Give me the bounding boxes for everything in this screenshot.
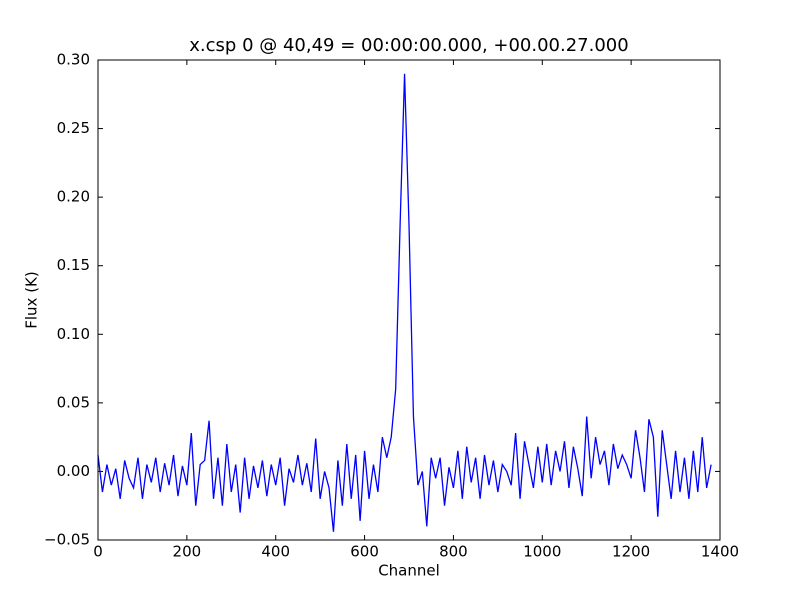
- chart-title: x.csp 0 @ 40,49 = 00:00:00.000, +00.00.2…: [189, 35, 628, 56]
- y-tick-label: 0.10: [57, 325, 90, 343]
- y-tick-label: 0.00: [57, 462, 90, 480]
- y-tick-label: 0.05: [57, 393, 90, 411]
- x-tick-label: 1200: [612, 543, 650, 561]
- x-tick-label: 0: [93, 543, 103, 561]
- x-tick-label: 600: [350, 543, 379, 561]
- x-tick-label: 800: [439, 543, 468, 561]
- x-tick-label: 200: [173, 543, 202, 561]
- y-tick-label: −0.05: [44, 531, 90, 549]
- y-axis-label: Flux (K): [23, 271, 41, 329]
- x-axis-label: Channel: [378, 562, 440, 580]
- x-tick-label: 1000: [523, 543, 561, 561]
- y-tick-label: 0.25: [57, 119, 90, 137]
- x-tick-label: 1400: [701, 543, 739, 561]
- data-line: [97, 73, 712, 532]
- y-tick-label: 0.30: [57, 51, 90, 69]
- y-tick-label: 0.15: [57, 256, 90, 274]
- x-tick-label: 400: [261, 543, 290, 561]
- y-tick-label: 0.20: [57, 188, 90, 206]
- plot-frame: [97, 59, 721, 541]
